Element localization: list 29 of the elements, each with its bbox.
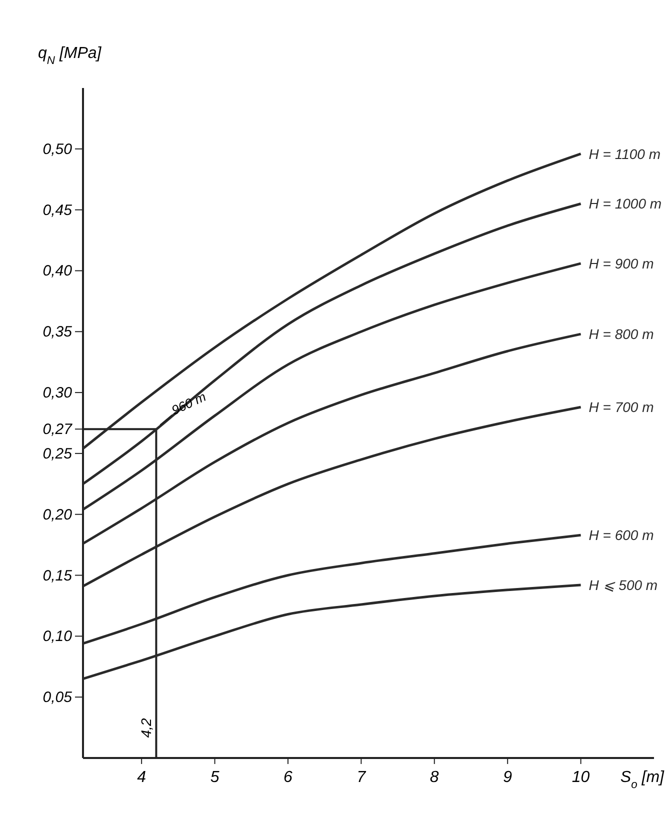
y-tick-label: 0,35 [42, 324, 73, 341]
y-tick-label: 0,25 [42, 445, 73, 462]
x-tick-label: 10 [572, 769, 590, 786]
y-tick-label: 0,50 [42, 140, 73, 158]
y-tick-label: 0,30 [42, 384, 73, 402]
x-axis-title: S$_{o}$ [m] [620, 769, 665, 791]
series-label: H = 900 m [588, 255, 654, 272]
y-tick-label: 0,15 [42, 567, 73, 584]
series-label: H = 700 m [588, 399, 654, 416]
y-tick-label: 0,20 [42, 506, 73, 524]
x-tick-label: 7 [356, 769, 367, 786]
x-tick-label: 6 [284, 769, 293, 786]
y-tick-label: 0,40 [42, 262, 73, 280]
y-tick-label: 0,27 [42, 421, 73, 438]
series-label: H = 800 m [588, 326, 654, 342]
series-label: H = 1000 m [588, 196, 662, 212]
series-label: H = 1100 m [588, 146, 661, 162]
ref-line-label: 4,2 [138, 718, 154, 738]
x-tick-label: 9 [503, 769, 512, 786]
y-tick-label: 0,05 [42, 689, 73, 706]
x-tick-label: 4 [137, 769, 146, 786]
series-label: H ⩽ 500 m [588, 577, 658, 594]
x-tick-label: 5 [210, 769, 220, 786]
y-tick-label: 0,45 [42, 202, 73, 219]
y-tick-label: 0,10 [42, 628, 73, 646]
annotation: 960 m [169, 388, 208, 418]
y-axis-title: q$_{N}$ [MPa] [38, 45, 102, 67]
series-label: H = 600 m [588, 527, 654, 544]
x-tick-label: 8 [430, 769, 439, 786]
